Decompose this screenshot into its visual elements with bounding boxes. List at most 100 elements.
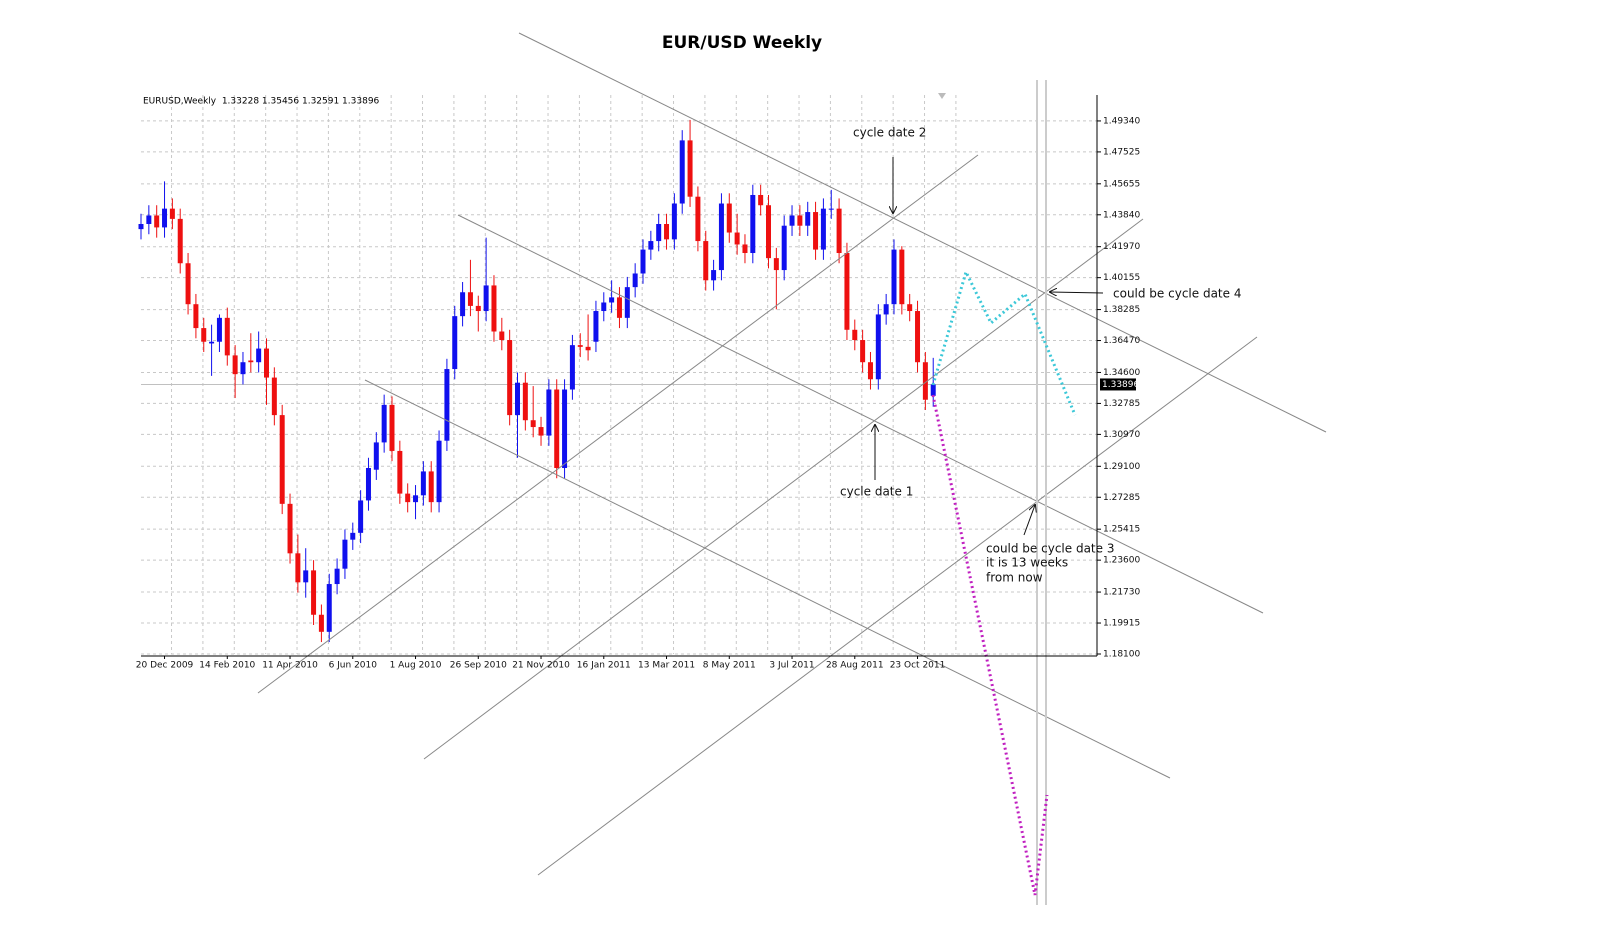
candle-body — [813, 212, 819, 250]
candle-body — [640, 249, 646, 274]
candle-body — [209, 341, 215, 344]
candle-body — [609, 297, 615, 303]
y-tick-label: 1.36470 — [1103, 336, 1140, 346]
projection-down — [931, 394, 1049, 896]
candle-body — [883, 304, 889, 315]
candle-body — [342, 539, 348, 569]
candle-body — [781, 225, 787, 271]
y-tick-label: 1.49340 — [1103, 116, 1140, 126]
candle-body — [381, 404, 387, 443]
candle-body — [162, 208, 168, 228]
candle-body — [601, 302, 607, 312]
candle-body — [789, 215, 795, 226]
x-tick-label: 21 Nov 2010 — [512, 661, 570, 671]
candle-body — [185, 263, 191, 305]
marker — [938, 93, 946, 99]
candle-body — [648, 241, 654, 250]
candle-body — [726, 203, 732, 233]
candle-body — [632, 273, 638, 288]
last-price-label: 1.33896 — [1102, 380, 1139, 390]
candle-body — [138, 224, 144, 230]
annotation: cycle date 1 — [840, 485, 913, 499]
annotation: it is 13 weeks — [986, 556, 1068, 570]
candle-body — [773, 258, 779, 271]
x-tick-label: 13 Mar 2011 — [638, 661, 695, 671]
candle-body — [915, 311, 921, 363]
chart-title: EUR/USD Weekly — [662, 33, 822, 53]
candles — [138, 119, 936, 643]
y-tick-label: 1.47525 — [1103, 147, 1140, 157]
x-tick-label: 8 May 2011 — [703, 661, 756, 671]
candle-body — [852, 329, 858, 341]
candle-body — [318, 614, 324, 632]
candle-body — [836, 208, 842, 254]
candle-body — [397, 450, 403, 494]
candle-body — [703, 241, 709, 281]
candle-body — [797, 215, 803, 226]
candle-body — [436, 440, 442, 503]
candle-body — [373, 442, 379, 470]
candle-body — [232, 355, 238, 375]
y-tick-label: 1.29100 — [1103, 462, 1140, 472]
candle-body — [828, 208, 834, 210]
candle-body — [303, 570, 309, 583]
y-tick-label: 1.23600 — [1103, 556, 1140, 566]
projection-up — [931, 267, 1077, 416]
candle-body — [930, 384, 936, 396]
y-tick-label: 1.34600 — [1103, 368, 1140, 378]
candle-body — [718, 203, 724, 271]
x-tick-label: 26 Sep 2010 — [450, 661, 507, 671]
trend-line — [257, 154, 979, 694]
candle-body — [758, 194, 764, 206]
candle-body — [201, 328, 207, 342]
candle-body — [891, 249, 897, 305]
trend-line — [423, 218, 1144, 760]
trend-lines — [257, 32, 1327, 905]
candle-body — [444, 369, 450, 441]
candle-body — [546, 389, 552, 436]
candle-body — [656, 224, 662, 242]
candle-body — [483, 285, 489, 312]
candle-body — [562, 389, 568, 469]
candle-body — [844, 253, 850, 330]
candle-body — [326, 584, 332, 632]
y-tick-label: 1.45655 — [1103, 179, 1140, 189]
candle-body — [295, 553, 301, 583]
candle-body — [240, 362, 246, 375]
y-tick-label: 1.38285 — [1103, 305, 1140, 315]
candle-body — [766, 205, 771, 259]
candle-body — [671, 203, 677, 240]
x-tick-label: 16 Jan 2011 — [577, 661, 631, 671]
candle-body — [899, 249, 905, 305]
x-tick-label: 6 Jun 2010 — [329, 661, 378, 671]
candle-body — [522, 382, 528, 421]
y-tick-label: 1.41970 — [1103, 242, 1140, 252]
candle-body — [311, 570, 317, 615]
y-tick-label: 1.40155 — [1103, 273, 1140, 283]
candle-body — [420, 471, 426, 496]
candle-body — [742, 244, 748, 254]
candle-body — [216, 317, 222, 342]
candle-body — [664, 224, 670, 240]
x-tick-label: 14 Feb 2010 — [199, 661, 255, 671]
grid — [141, 95, 1101, 659]
candle-body — [256, 348, 262, 363]
candle-body — [569, 345, 575, 390]
candle-body — [711, 270, 717, 281]
annotation: from now — [986, 571, 1043, 585]
candle-body — [475, 305, 481, 312]
candle-body — [452, 316, 458, 370]
y-tick-label: 1.43840 — [1103, 210, 1140, 220]
annotation: cycle date 2 — [853, 126, 926, 140]
candle-body — [279, 415, 285, 504]
x-tick-label: 28 Aug 2011 — [826, 661, 884, 671]
candle-body — [491, 285, 497, 332]
candle-body — [507, 340, 513, 416]
candle-body — [860, 340, 866, 363]
candle-body — [287, 503, 293, 554]
candle-body — [554, 389, 560, 469]
candle-body — [467, 292, 473, 306]
candle-body — [460, 292, 466, 317]
